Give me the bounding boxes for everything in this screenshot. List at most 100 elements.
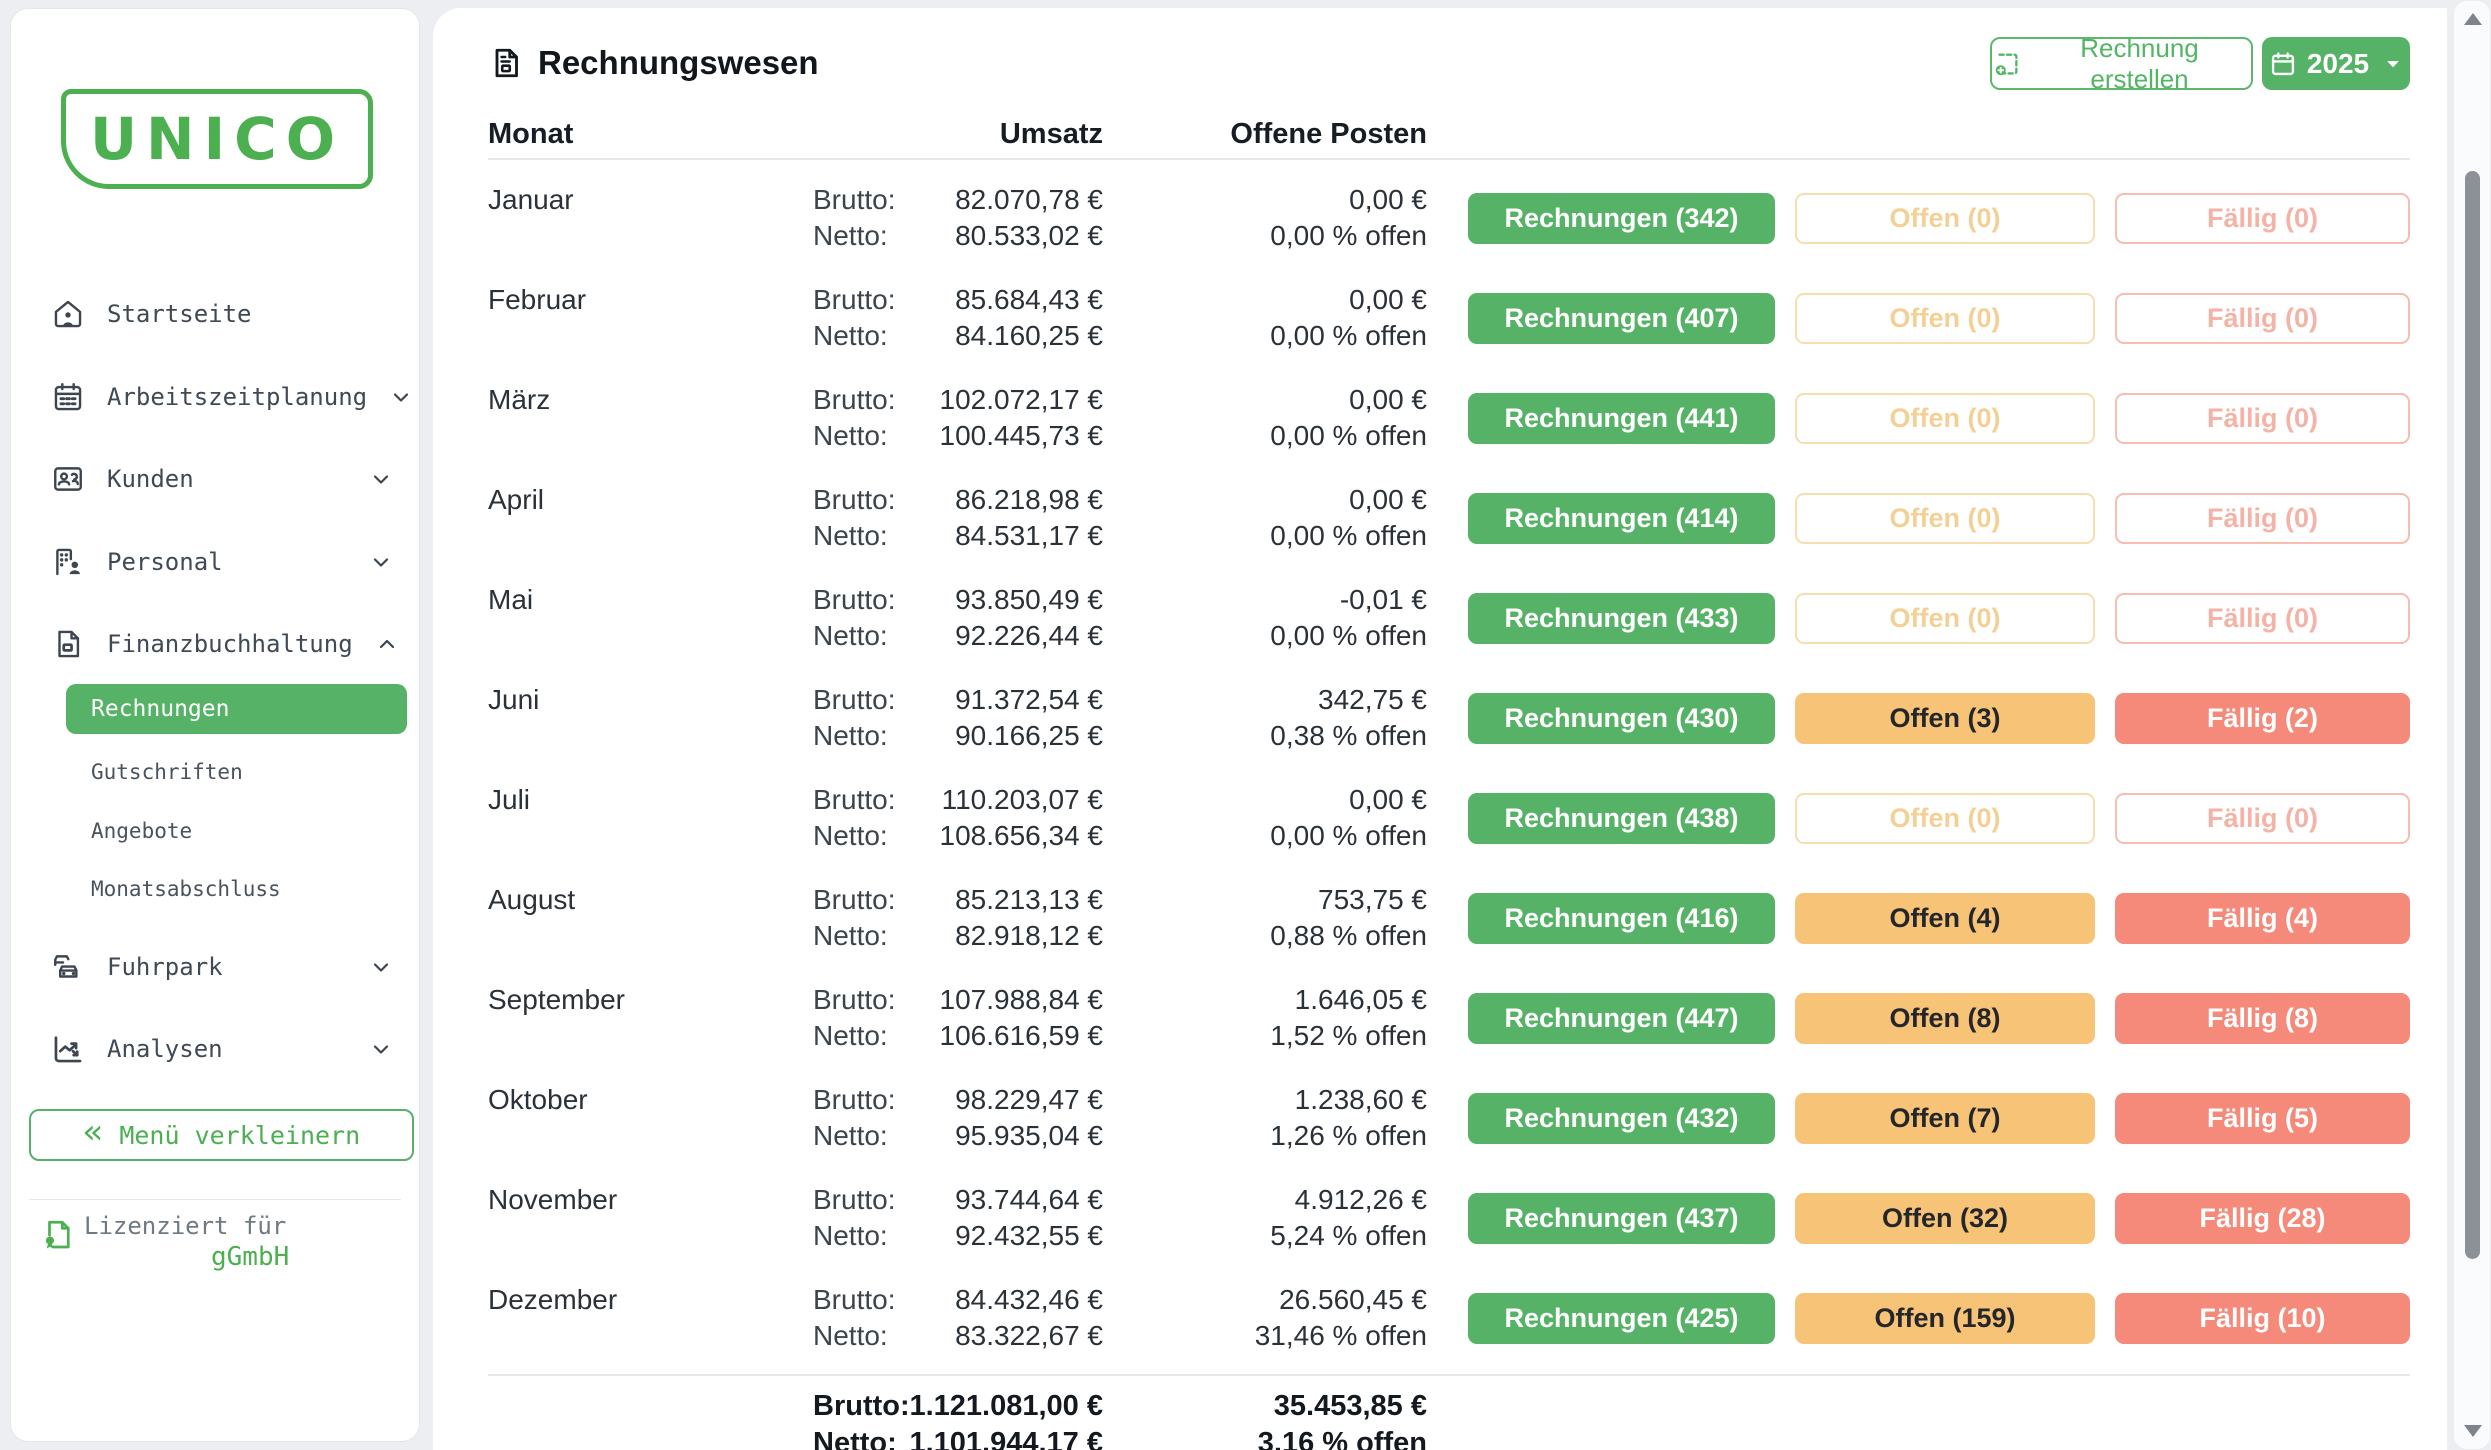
table-row: September Brutto: Netto: 107.988,84 € 10… bbox=[488, 968, 2410, 1068]
chevron-up-icon bbox=[375, 632, 399, 656]
invoices-button[interactable]: Rechnungen (425) bbox=[1468, 1292, 1775, 1344]
open-button[interactable]: Offen (159) bbox=[1795, 1292, 2095, 1344]
open-percent: 0,00 % offen bbox=[1270, 520, 1427, 551]
netto-label: Netto: bbox=[813, 1020, 888, 1051]
document-icon bbox=[488, 45, 524, 81]
due-button[interactable]: Fällig (10) bbox=[2115, 1292, 2410, 1344]
invoices-button[interactable]: Rechnungen (342) bbox=[1468, 192, 1775, 244]
due-button[interactable]: Fällig (4) bbox=[2115, 892, 2410, 944]
sidebar-item-personal[interactable]: Personal bbox=[51, 534, 405, 590]
sidebar-item-fuhrpark[interactable]: Fuhrpark bbox=[51, 939, 405, 995]
due-button[interactable]: Fällig (0) bbox=[2115, 592, 2410, 644]
open-percent: 1,52 % offen bbox=[1270, 1020, 1427, 1051]
open-percent: 0,00 % offen bbox=[1270, 220, 1427, 251]
due-button[interactable]: Fällig (0) bbox=[2115, 292, 2410, 344]
invoices-button[interactable]: Rechnungen (447) bbox=[1468, 992, 1775, 1044]
open-button[interactable]: Offen (0) bbox=[1795, 492, 2095, 544]
sidebar-subitem-label: Angebote bbox=[91, 819, 193, 843]
chevron-down-icon bbox=[369, 955, 393, 979]
open-button[interactable]: Offen (4) bbox=[1795, 892, 2095, 944]
sidebar-subitem-rechnungen[interactable]: Rechnungen bbox=[66, 684, 407, 734]
invoices-button[interactable]: Rechnungen (407) bbox=[1468, 292, 1775, 344]
brutto-label: Brutto: bbox=[813, 384, 896, 415]
year-selector-button[interactable]: 2025 bbox=[2262, 37, 2410, 90]
brutto-amount: 110.203,07 € bbox=[941, 784, 1103, 815]
scrollbar-track[interactable] bbox=[2453, 0, 2491, 1450]
month-label: Oktober bbox=[488, 1084, 588, 1115]
open-button[interactable]: Offen (8) bbox=[1795, 992, 2095, 1044]
due-button[interactable]: Fällig (0) bbox=[2115, 192, 2410, 244]
netto-label: Netto: bbox=[813, 620, 888, 651]
invoices-button[interactable]: Rechnungen (438) bbox=[1468, 792, 1775, 844]
netto-label: Netto: bbox=[813, 720, 888, 751]
scroll-up-button[interactable] bbox=[2464, 13, 2482, 25]
brutto-amount: 91.372,54 € bbox=[955, 684, 1103, 715]
totals-open-amount: 35.453,85 € bbox=[1273, 1390, 1427, 1422]
invoices-button[interactable]: Rechnungen (416) bbox=[1468, 892, 1775, 944]
sidebar: UNICO Startseite Arbeitszeitplanung bbox=[10, 8, 420, 1442]
open-percent: 0,00 % offen bbox=[1270, 620, 1427, 651]
invoices-button[interactable]: Rechnungen (437) bbox=[1468, 1192, 1775, 1244]
open-button[interactable]: Offen (3) bbox=[1795, 692, 2095, 744]
invoices-button[interactable]: Rechnungen (430) bbox=[1468, 692, 1775, 744]
sidebar-item-kunden[interactable]: Kunden bbox=[51, 451, 405, 507]
chevron-down-icon bbox=[369, 1037, 393, 1061]
create-invoice-button[interactable]: Rechnung erstellen bbox=[1990, 33, 2253, 94]
document-icon bbox=[51, 627, 85, 661]
open-button[interactable]: Offen (32) bbox=[1795, 1192, 2095, 1244]
scrollbar-thumb[interactable] bbox=[2465, 171, 2480, 1259]
open-amount: 0,00 € bbox=[1349, 284, 1427, 315]
collapse-menu-button[interactable]: « Menü verkleinern bbox=[29, 1109, 414, 1161]
netto-amount: 92.432,55 € bbox=[955, 1220, 1103, 1251]
netto-label: Netto: bbox=[813, 220, 888, 251]
brutto-label: Brutto: bbox=[813, 484, 896, 515]
open-button[interactable]: Offen (0) bbox=[1795, 292, 2095, 344]
open-button[interactable]: Offen (7) bbox=[1795, 1092, 2095, 1144]
open-button[interactable]: Offen (0) bbox=[1795, 392, 2095, 444]
building-person-icon bbox=[51, 545, 85, 579]
totals-separator bbox=[488, 1374, 2410, 1376]
due-button[interactable]: Fällig (28) bbox=[2115, 1192, 2410, 1244]
sidebar-subitem-gutschriften[interactable]: Gutschriften bbox=[91, 750, 399, 794]
table-header-row: Monat Umsatz Offene Posten bbox=[488, 116, 2410, 152]
table-row: Juni Brutto: Netto: 91.372,54 € 90.166,2… bbox=[488, 668, 2410, 768]
open-amount: 4.912,26 € bbox=[1294, 1184, 1427, 1215]
open-button[interactable]: Offen (0) bbox=[1795, 792, 2095, 844]
due-button[interactable]: Fällig (2) bbox=[2115, 692, 2410, 744]
netto-label: Netto: bbox=[813, 1320, 888, 1351]
open-button[interactable]: Offen (0) bbox=[1795, 192, 2095, 244]
open-button[interactable]: Offen (0) bbox=[1795, 592, 2095, 644]
invoices-button[interactable]: Rechnungen (414) bbox=[1468, 492, 1775, 544]
scroll-down-button[interactable] bbox=[2464, 1425, 2482, 1437]
sidebar-item-arbeitszeitplanung[interactable]: Arbeitszeitplanung bbox=[51, 369, 409, 425]
due-button[interactable]: Fällig (8) bbox=[2115, 992, 2410, 1044]
invoices-button[interactable]: Rechnungen (441) bbox=[1468, 392, 1775, 444]
brutto-label: Brutto: bbox=[813, 684, 896, 715]
main-panel: Rechnungswesen Rechnung erstellen 2025 M… bbox=[433, 8, 2447, 1450]
brutto-amount: 102.072,17 € bbox=[939, 384, 1104, 415]
month-label: April bbox=[488, 484, 545, 515]
netto-amount: 84.531,17 € bbox=[955, 520, 1103, 551]
sidebar-item-finanzbuchhaltung[interactable]: Finanzbuchhaltung bbox=[51, 616, 405, 672]
due-button[interactable]: Fällig (0) bbox=[2115, 492, 2410, 544]
invoices-button[interactable]: Rechnungen (432) bbox=[1468, 1092, 1775, 1144]
due-button[interactable]: Fällig (0) bbox=[2115, 392, 2410, 444]
sidebar-item-analysen[interactable]: Analysen bbox=[51, 1021, 405, 1077]
sidebar-divider bbox=[29, 1199, 401, 1200]
table-row: Februar Brutto: Netto: 85.684,43 € 84.16… bbox=[488, 268, 2410, 368]
column-header-offene-posten: Offene Posten bbox=[1230, 117, 1427, 150]
sidebar-item-label: Fuhrpark bbox=[107, 953, 223, 981]
brutto-amount: 93.850,49 € bbox=[955, 584, 1103, 615]
brutto-amount: 84.432,46 € bbox=[955, 1284, 1103, 1315]
due-button[interactable]: Fällig (0) bbox=[2115, 792, 2410, 844]
license-label: Lizenziert für bbox=[84, 1212, 287, 1240]
chevron-down-icon bbox=[389, 385, 413, 409]
sidebar-subitem-angebote[interactable]: Angebote bbox=[91, 809, 399, 853]
netto-label: Netto: bbox=[813, 820, 888, 851]
invoices-button[interactable]: Rechnungen (433) bbox=[1468, 592, 1775, 644]
due-button[interactable]: Fällig (5) bbox=[2115, 1092, 2410, 1144]
netto-amount: 95.935,04 € bbox=[955, 1120, 1103, 1151]
sidebar-subitem-monatsabschluss[interactable]: Monatsabschluss bbox=[91, 867, 399, 911]
month-label: November bbox=[488, 1184, 618, 1215]
sidebar-item-startseite[interactable]: Startseite bbox=[51, 286, 405, 342]
